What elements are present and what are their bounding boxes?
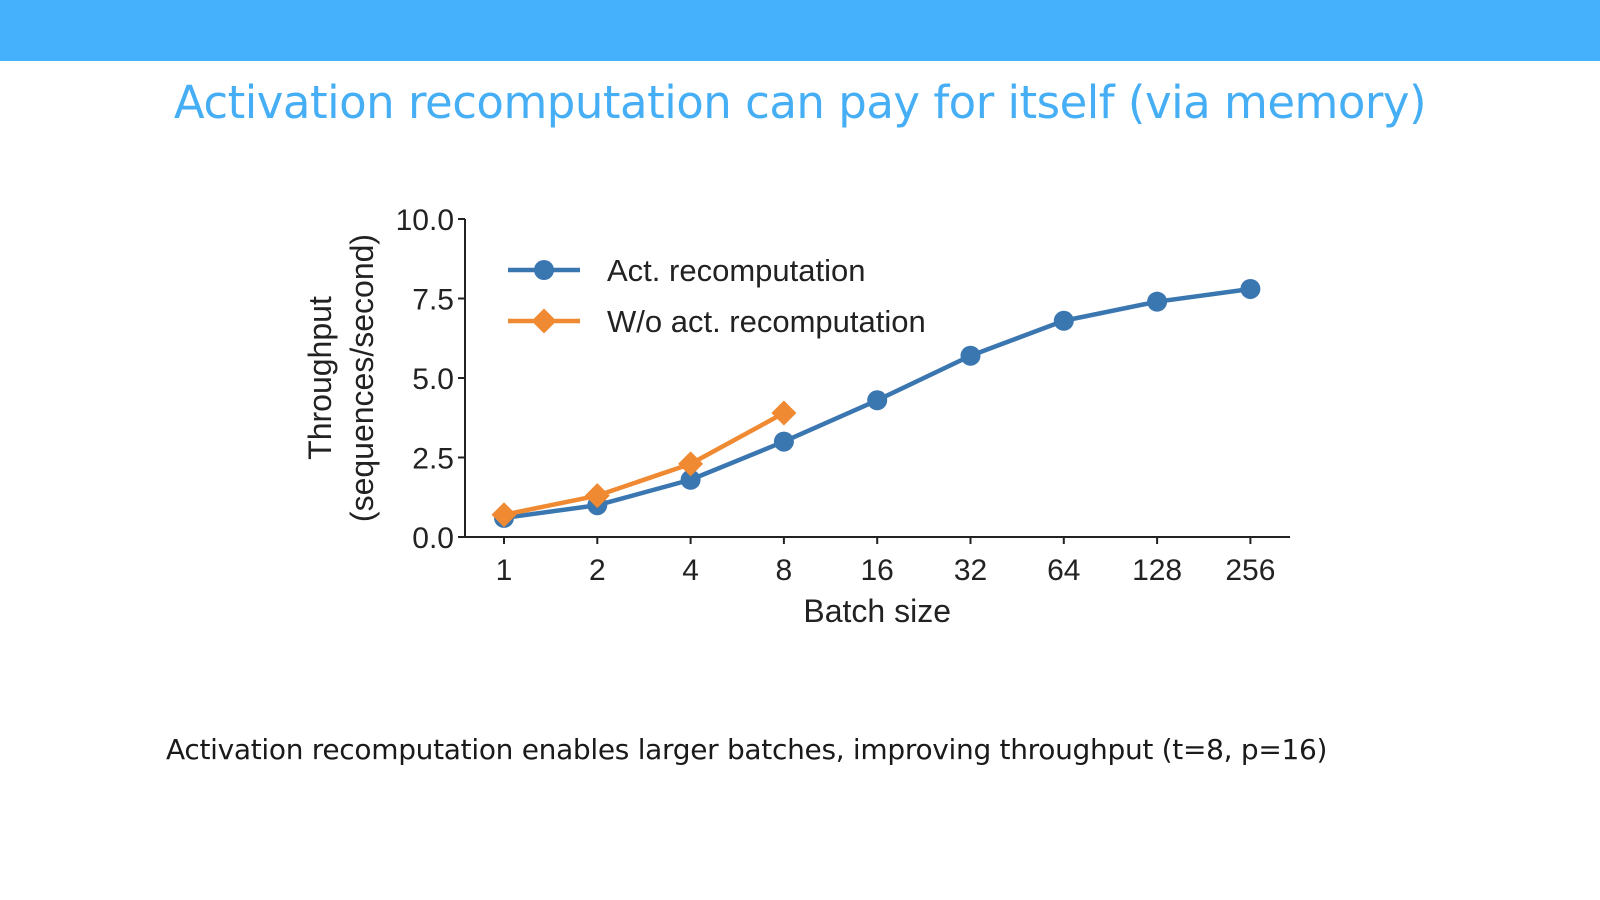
- data-point: [1147, 291, 1168, 312]
- x-tick-label: 2: [589, 554, 606, 587]
- data-point: [678, 451, 704, 477]
- x-tick-label: 8: [776, 554, 793, 587]
- x-tick-label: 32: [954, 554, 987, 587]
- x-tick-label: 64: [1047, 554, 1080, 587]
- series-line-wo-act-recomputation: [503, 411, 785, 517]
- y-axis-label-line2: (sequences/second): [344, 234, 380, 522]
- data-point: [771, 400, 797, 426]
- x-axis-label: Batch size: [803, 593, 951, 629]
- x-tick-label: 128: [1132, 554, 1182, 587]
- y-axis-label-line1: Throughput: [302, 296, 338, 460]
- legend-marker: [534, 260, 554, 280]
- data-point: [680, 469, 701, 490]
- legend-marker: [531, 308, 557, 334]
- legend-label: Act. recomputation: [607, 253, 865, 288]
- x-tick-label: 16: [861, 554, 894, 587]
- data-point: [960, 345, 981, 366]
- y-tick-label: 10.0: [396, 204, 454, 237]
- slide-caption: Activation recomputation enables larger …: [166, 733, 1328, 766]
- slide-title: Activation recomputation can pay for its…: [173, 76, 1427, 129]
- legend-label: W/o act. recomputation: [607, 304, 926, 339]
- data-point: [867, 390, 888, 411]
- y-tick-label: 2.5: [412, 443, 454, 476]
- y-tick-label: 0.0: [412, 522, 454, 555]
- y-tick-label: 5.0: [412, 363, 454, 396]
- y-tick-label: 7.5: [412, 284, 454, 317]
- data-point: [773, 431, 794, 452]
- x-tick-label: 256: [1225, 554, 1275, 587]
- x-tick-label: 1: [496, 554, 513, 587]
- data-point: [491, 502, 517, 528]
- data-point: [1053, 310, 1074, 331]
- data-point: [1240, 278, 1261, 299]
- data-point: [584, 483, 610, 509]
- header-bar: [0, 0, 1600, 61]
- x-tick-label: 4: [682, 554, 699, 587]
